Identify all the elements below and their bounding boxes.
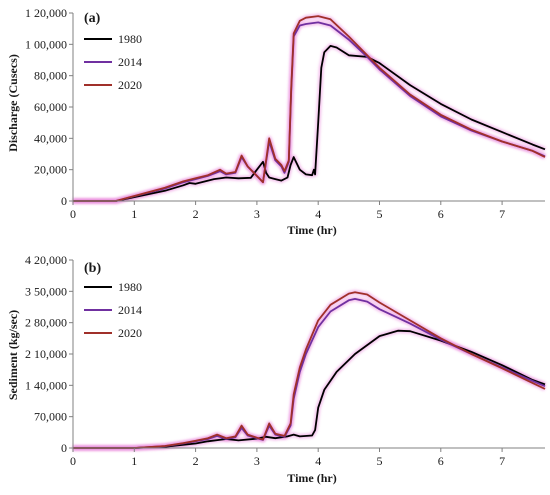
panel-b-x-axis-title: Time (hr) [287, 471, 336, 485]
panel-b-y-tick-label: 4 20,000 [25, 253, 67, 267]
panel-a-y-tick-label: 60,000 [34, 100, 67, 114]
panel-a-legend-label-2020: 2020 [118, 78, 142, 92]
panel-b-legend-label-1980: 1980 [118, 280, 142, 294]
panel-a-x-axis-title: Time (hr) [287, 223, 336, 237]
panel-b-x-tick-label: 2 [193, 454, 199, 468]
panel-b-label: (b) [84, 261, 101, 276]
panel-a-x-tick-label: 3 [254, 207, 260, 221]
panel-b-x-tick-label: 3 [254, 454, 260, 468]
panel-b-series-2020-line [73, 291, 546, 449]
panel-b-legend-label-2020: 2020 [118, 326, 142, 340]
panel-a-y-tick-label: 0 [61, 194, 67, 208]
panel-a-x-tick-label: 6 [438, 207, 444, 221]
panel-a-label: (a) [84, 11, 101, 26]
panel-a-y-tick-label: 1 20,000 [25, 6, 67, 20]
panel-b-y-tick-label: 0 [61, 441, 67, 455]
panel-a-legend: 1980 2014 2020 [84, 32, 142, 92]
panel-a-x-tick-label: 1 [131, 207, 137, 221]
panel-b-legend: 1980 2014 2020 [84, 280, 142, 340]
panel-b-series-2014-line [73, 297, 546, 449]
panel-a-x-tick-label: 0 [70, 207, 76, 221]
panel-b-x-tick-label: 7 [499, 454, 505, 468]
panel-b-y-tick-label: 2 80,000 [25, 316, 67, 330]
panel-a-y-tick-label: 80,000 [34, 69, 67, 83]
panel-a-y-tick-label: 40,000 [34, 131, 67, 145]
panel-b-series-2020-glow [73, 289, 547, 451]
panel-b-x-tick-label: 1 [131, 454, 137, 468]
panel-b-x-tick-label: 4 [315, 454, 321, 468]
panel-b-x-tick-label: 6 [438, 454, 444, 468]
panel-b-y-tick-label: 3 50,000 [25, 284, 67, 298]
panel-b-y-axis-title: Sediment (kg/sec) [6, 310, 20, 400]
panel-a-x-tick-label: 2 [193, 207, 199, 221]
panel-b-legend-label-2014: 2014 [118, 303, 142, 317]
panel-b-x-tick-label: 0 [70, 454, 76, 468]
panel-b-series-1980-line [73, 329, 546, 449]
panel-b-y-tick-label: 2 10,000 [25, 347, 67, 361]
panel-b-y-tick-label: 1 40,000 [25, 378, 67, 392]
panel-a-x-tick-label: 7 [499, 207, 505, 221]
panel-a-y-tick-label: 1 00,000 [25, 37, 67, 51]
discharge-chart: (a) Discharge (Cusecs) Time (hr) 0 20,000… [6, 6, 547, 237]
panel-a-legend-label-1980: 1980 [118, 32, 142, 46]
sediment-chart: (b) Sediment (kg/sec) Time (hr) 0 70,000 1… [6, 253, 547, 485]
panel-b-y-tick-label: 70,000 [34, 410, 67, 424]
panel-a-series-1980-line [73, 45, 546, 202]
panel-a-x-tick-label: 5 [376, 207, 382, 221]
panel-a-legend-label-2014: 2014 [118, 55, 142, 69]
panel-b-series-2014-glow [73, 296, 546, 451]
panel-a-series-2020-line [73, 15, 546, 202]
panel-a-y-axis-title: Discharge (Cusecs) [6, 54, 20, 152]
panel-a-series-1980-glow [73, 43, 546, 204]
panel-a-y-tick-label: 20,000 [34, 163, 67, 177]
panel-a-x-tick-label: 4 [315, 207, 321, 221]
panel-b-x-tick-label: 5 [376, 454, 382, 468]
